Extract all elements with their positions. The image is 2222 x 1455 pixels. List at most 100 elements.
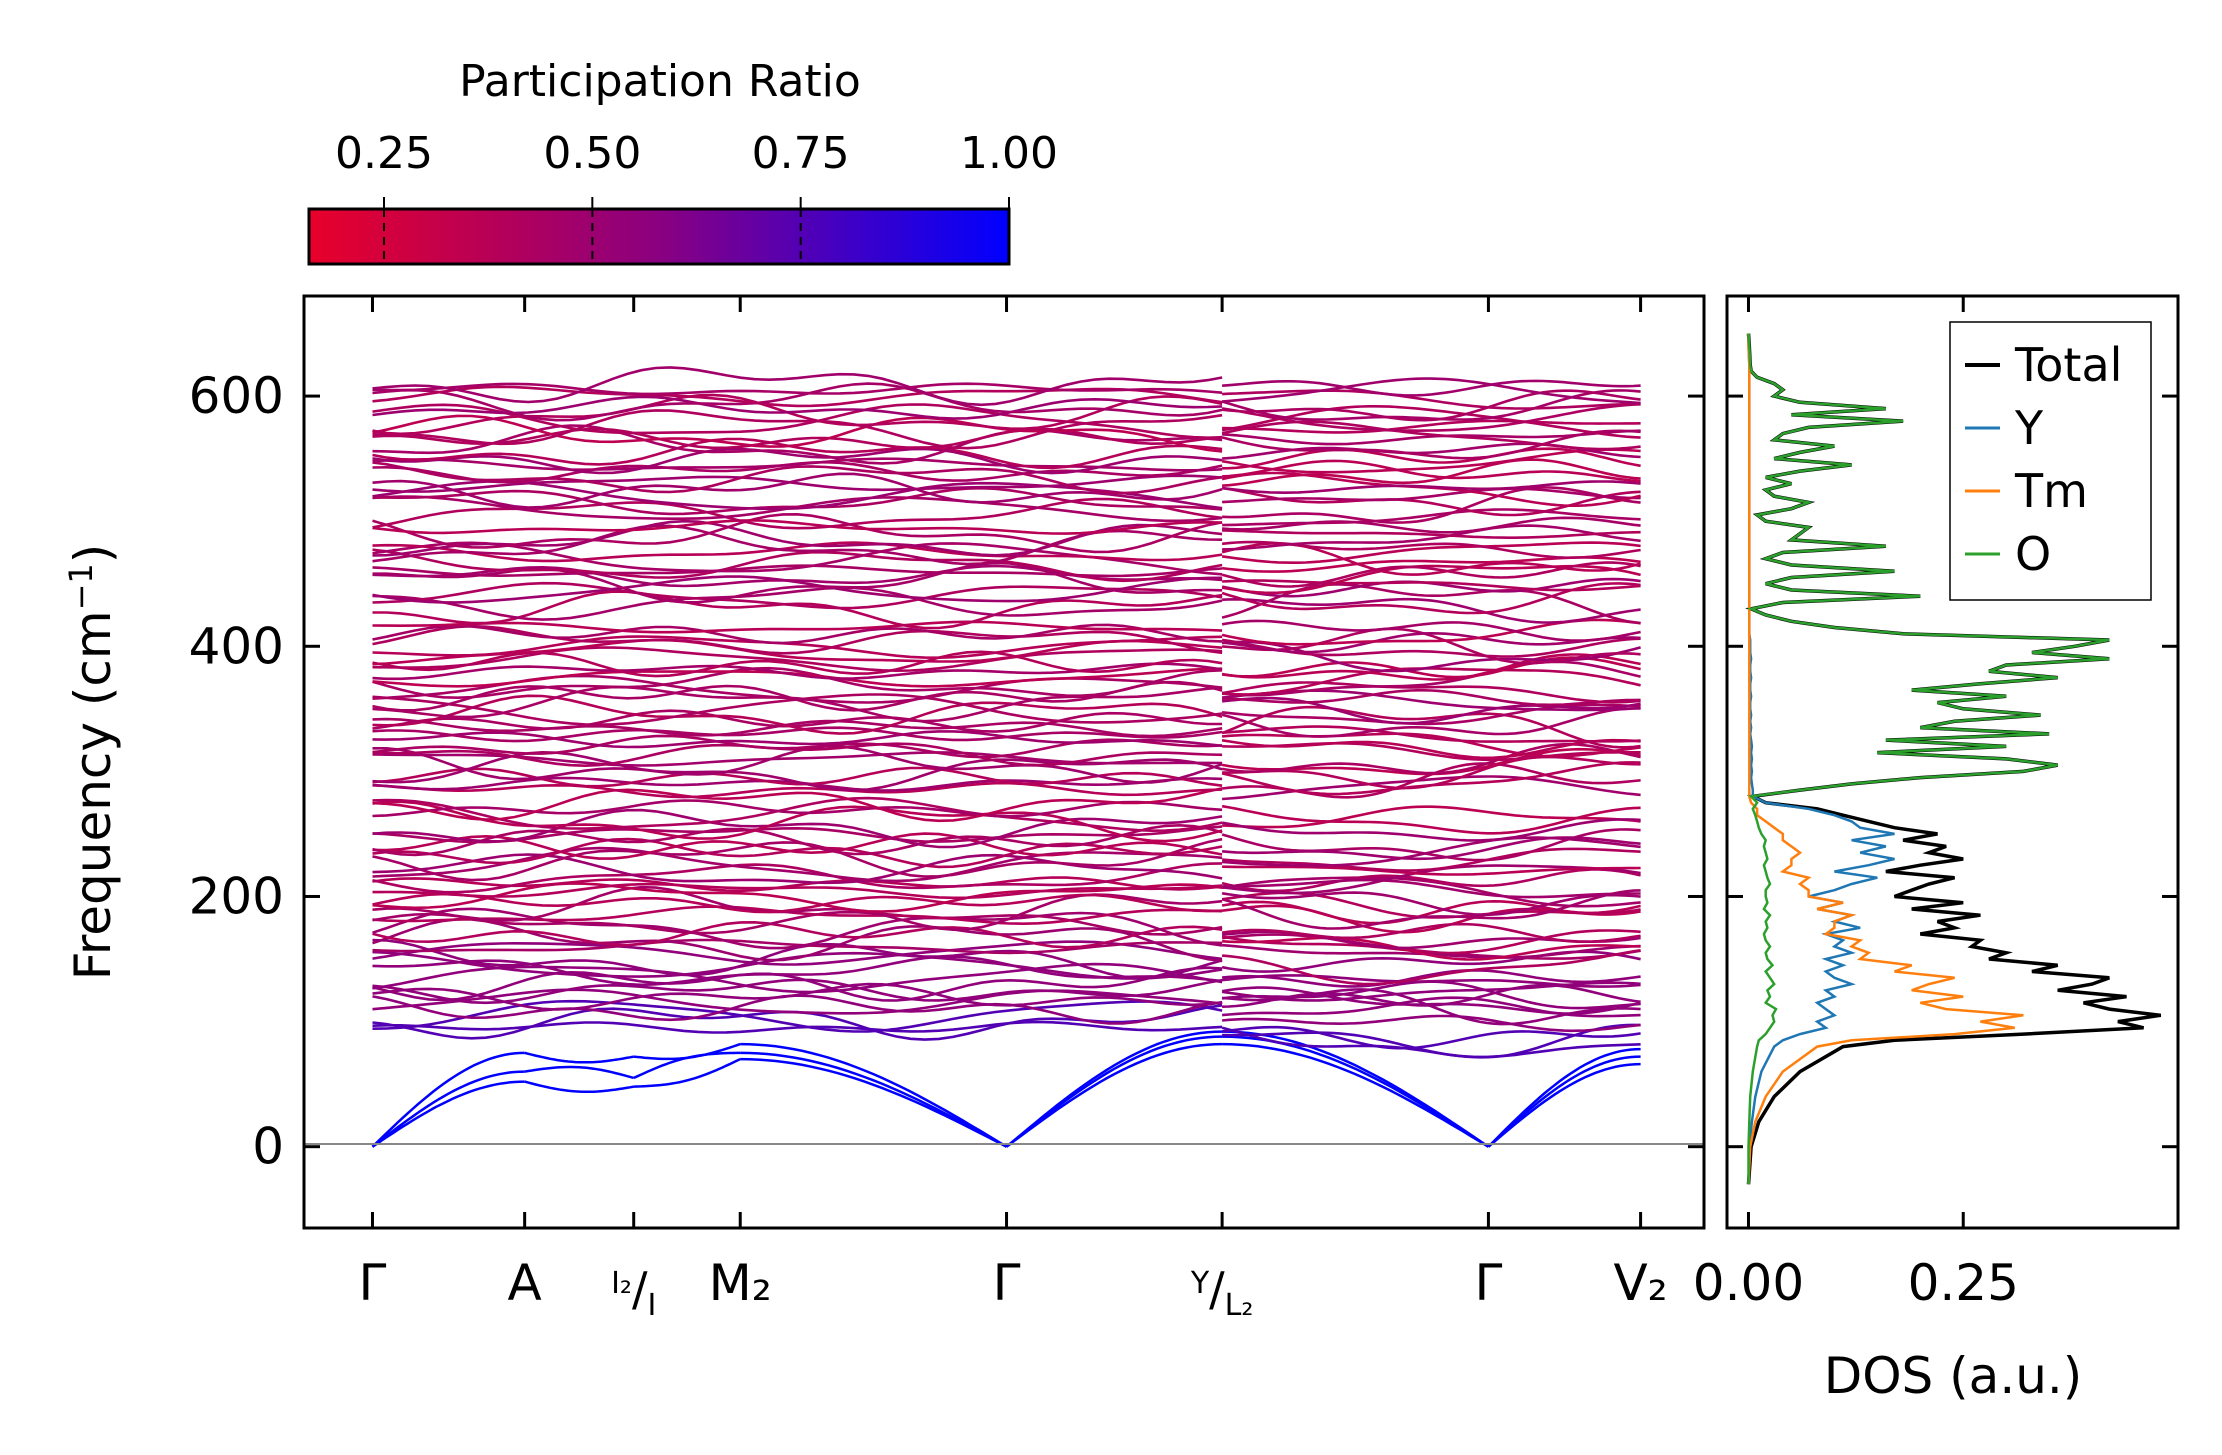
optical-branch: [372, 437, 1223, 470]
optical-branch: [372, 382, 1223, 396]
optical-branch: [1222, 936, 1641, 961]
optical-branch: [372, 882, 1223, 913]
optical-branch: [1221, 949, 1641, 986]
x-tick-label: I₂/I: [611, 1262, 656, 1323]
optical-branch: [1222, 579, 1641, 592]
optical-branch: [1221, 904, 1641, 934]
optical-branch: [372, 623, 1223, 645]
optical-branch: [372, 624, 1223, 655]
optical-branch: [372, 892, 1223, 914]
optical-branch: [1221, 480, 1641, 495]
dos-line-o: [1746, 333, 2110, 1185]
acoustic-branch: [524, 1051, 634, 1064]
optical-branch: [372, 787, 1223, 823]
optical-branch: [372, 635, 1223, 660]
acoustic-branch: [1222, 1042, 1490, 1148]
optical-branch: [372, 938, 1223, 955]
optical-branch: [1222, 529, 1641, 539]
optical-branch: [1221, 836, 1641, 867]
optical-branch: [372, 685, 1223, 723]
acoustic-branch: [524, 1080, 634, 1094]
y-tick-label: 600: [189, 367, 284, 425]
optical-branch: [1221, 732, 1641, 758]
dos-x-tick-label: 0.00: [1693, 1254, 1804, 1312]
band-structure-plot: [371, 366, 1641, 1148]
colorbar: [307, 207, 1011, 266]
optical-branch: [372, 853, 1223, 885]
x-tick-label: Y/L₂: [1190, 1262, 1254, 1323]
optical-branch: [1221, 828, 1641, 862]
optical-branch: [1221, 448, 1641, 474]
acoustic-branch: [371, 1070, 525, 1148]
optical-branch: [372, 694, 1223, 735]
optical-branch: [1222, 487, 1641, 504]
x-tick-label: M₂: [709, 1254, 772, 1312]
x-tick-label: Γ: [993, 1254, 1021, 1312]
optical-branch: [1221, 660, 1641, 697]
optical-branch: [1222, 419, 1641, 434]
x-tick-label: Γ: [1474, 1254, 1502, 1312]
optical-branch: [1221, 868, 1641, 893]
optical-branch: [1221, 876, 1641, 908]
optical-branch: [372, 474, 1223, 493]
acoustic-branch: [1487, 1062, 1641, 1148]
optical-branch: [372, 907, 1223, 950]
optical-branch: [372, 486, 1223, 516]
optical-branch: [1222, 447, 1641, 470]
optical-branch: [372, 680, 1223, 712]
optical-branch: [372, 955, 1223, 987]
optical-branch: [1222, 524, 1641, 551]
optical-branch: [372, 742, 1223, 768]
optical-branch: [1222, 725, 1641, 743]
optical-branch: [1221, 705, 1641, 749]
optical-branch: [1221, 1023, 1641, 1059]
optical-branch: [372, 457, 1223, 472]
optical-branch: [372, 999, 1223, 1033]
optical-branch: [372, 575, 1223, 604]
optical-branch: [1221, 929, 1641, 955]
optical-branch: [372, 982, 1223, 1011]
optical-branch: [372, 717, 1223, 738]
optical-branch: [372, 907, 1223, 936]
optical-branch: [1221, 836, 1641, 861]
optical-branch: [372, 646, 1223, 673]
optical-branch: [1222, 508, 1641, 527]
acoustic-branch: [1222, 1035, 1490, 1148]
acoustic-branch: [740, 1057, 1008, 1148]
optical-branch: [372, 1020, 1223, 1034]
optical-branch: [1222, 689, 1641, 707]
optical-branch: [1221, 561, 1641, 588]
optical-branch: [1222, 597, 1641, 624]
optical-branch: [1221, 922, 1641, 943]
optical-branch: [372, 638, 1223, 666]
optical-branch: [372, 590, 1223, 630]
acoustic-branch: [1222, 1030, 1490, 1148]
optical-branch: [1222, 878, 1641, 899]
band-x-axis: Γ A I₂/I M₂ Γ Y/L₂ Γ V₂: [359, 296, 1668, 1323]
optical-branch: [1221, 738, 1641, 760]
dos-plot: [1745, 333, 2162, 1185]
optical-branch: [1221, 405, 1641, 439]
optical-branch: [372, 366, 1223, 407]
x-tick-label: Γ: [359, 1254, 387, 1312]
optical-branch: [372, 581, 1223, 610]
optical-branch: [1221, 981, 1641, 1002]
optical-branch: [1221, 389, 1641, 422]
dos-legend: Total Y Tm O: [1949, 321, 2152, 601]
legend-label-o: O: [2015, 527, 2051, 581]
optical-branch: [1222, 486, 1641, 524]
optical-branch: [372, 650, 1223, 678]
optical-branch: [1221, 891, 1641, 917]
acoustic-branch: [1005, 1042, 1223, 1148]
optical-branch: [1221, 703, 1641, 726]
optical-branch: [1221, 653, 1641, 681]
band-y-axis: 0 200 400 600: [189, 367, 1704, 1176]
optical-branch: [1222, 865, 1641, 876]
optical-branch: [372, 461, 1223, 495]
acoustic-branch: [740, 1042, 1008, 1148]
optical-branch: [1222, 983, 1641, 1008]
optical-branch: [372, 447, 1223, 475]
optical-branch: [372, 666, 1223, 700]
optical-branch: [1221, 707, 1641, 738]
colorbar-tick-label: 0.50: [543, 128, 641, 179]
